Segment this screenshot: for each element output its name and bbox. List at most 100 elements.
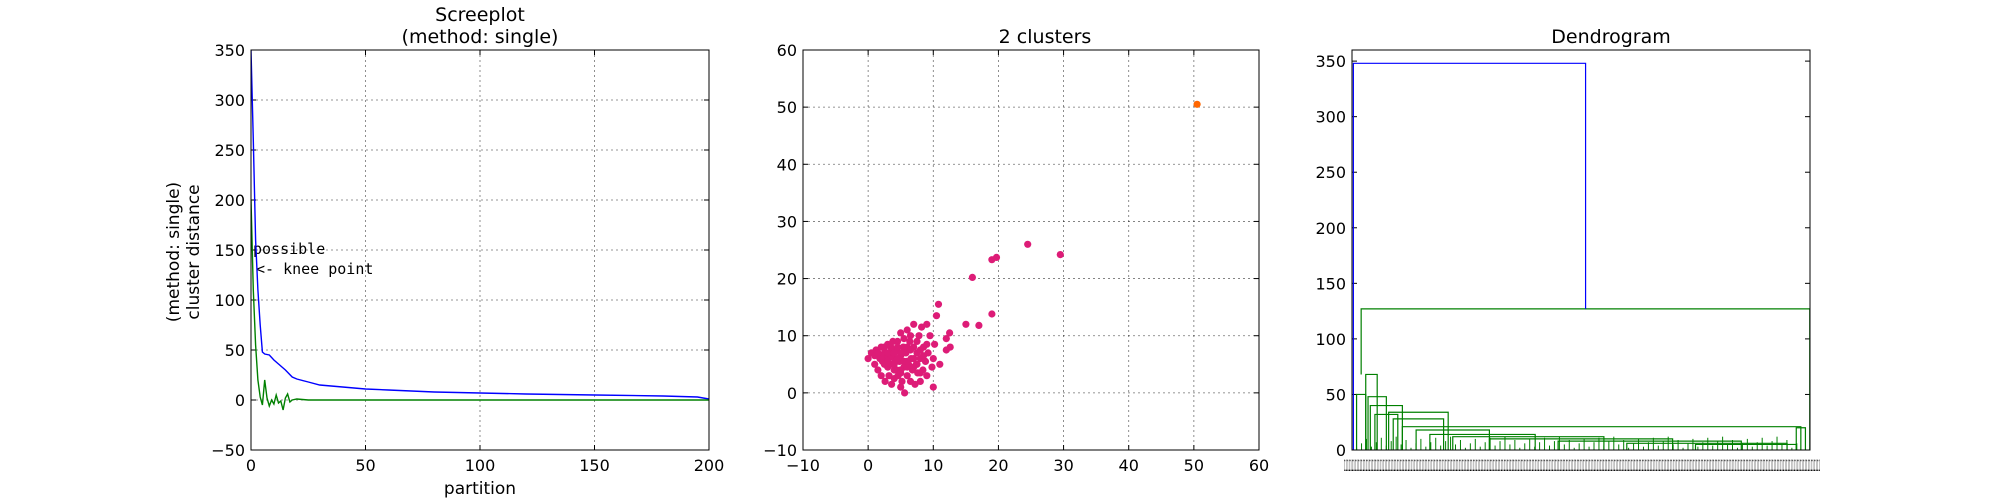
screeplot-ytick-label: 350 <box>214 41 245 60</box>
scatter-point-cluster-1 <box>864 355 872 363</box>
scatter-point-cluster-1 <box>877 372 885 380</box>
dendrogram-ytick-label: 0 <box>1336 441 1346 460</box>
scatter-point-cluster-1 <box>946 329 954 337</box>
scatter-ytick-label: −10 <box>763 441 797 460</box>
scatter-xtick-label: 20 <box>988 456 1008 475</box>
scatter-point-cluster-1 <box>893 343 902 351</box>
scatter-point-cluster-1 <box>890 360 898 368</box>
scatter-ytick-label: 30 <box>777 212 797 231</box>
knee-annotation-line2: <- knee point <box>256 260 373 278</box>
scatter-point-cluster-1 <box>890 349 898 357</box>
scatter-point-cluster-1 <box>934 300 943 308</box>
scatter-point-cluster-1 <box>903 372 911 380</box>
scatter-point-cluster-1 <box>932 312 941 320</box>
scatter-point-cluster-1 <box>897 369 905 377</box>
screeplot-ytick-label: 100 <box>214 291 245 310</box>
scatter-xtick-label: 60 <box>1249 456 1269 475</box>
screeplot-title: Screeplot <box>435 4 525 26</box>
scatter-point-cluster-1 <box>901 389 909 397</box>
scatter-point-cluster-1 <box>1024 240 1032 248</box>
dendrogram-link <box>1367 396 1387 450</box>
dendrogram-title: Dendrogram <box>1551 26 1670 48</box>
scatter-ytick-label: 40 <box>777 155 797 174</box>
dendrogram-link <box>1401 426 1802 450</box>
scatter-point-cluster-1 <box>915 332 923 340</box>
dendrogram-ytick-label: 350 <box>1315 52 1346 71</box>
screeplot-xtick-label: 100 <box>465 456 496 475</box>
scatter-point-cluster-1 <box>910 320 918 328</box>
scatter-point-cluster-1 <box>968 273 977 281</box>
scatter-point-cluster-1 <box>942 335 950 343</box>
screeplot-xtick-label: 200 <box>694 456 725 475</box>
dendrogram-link <box>1795 427 1807 450</box>
scatter-point-cluster-1 <box>874 349 882 357</box>
scatter-point-cluster-1 <box>906 346 915 354</box>
scatter-xtick-label: 10 <box>923 456 943 475</box>
scatter-point-cluster-1 <box>874 366 882 374</box>
screeplot-ytick-label: 150 <box>214 241 245 260</box>
dendrogram-ytick-label: 250 <box>1315 163 1346 182</box>
scatter-point-cluster-1 <box>900 335 908 343</box>
dendrogram-link <box>1355 393 1367 450</box>
scatter-point-cluster-1 <box>936 360 944 368</box>
scatter-point-cluster-2 <box>1193 100 1201 108</box>
scatter-point-cluster-1 <box>916 346 924 354</box>
scatter-point-cluster-1 <box>988 310 996 318</box>
scatter-point-cluster-1 <box>890 366 898 374</box>
scatter-point-cluster-1 <box>884 349 892 357</box>
screeplot-ytick-label: 250 <box>214 141 245 160</box>
scatter-point-cluster-1 <box>893 355 902 363</box>
scatter-point-cluster-1 <box>893 337 902 345</box>
scatter-point-cluster-1 <box>919 352 928 360</box>
scatter-ytick-label: 10 <box>777 327 797 346</box>
dendrogram-ytick-label: 300 <box>1315 108 1346 127</box>
dendrogram-frame <box>1351 49 1811 451</box>
dendrogram-leaf-labels: 1111111111111111111111111111111111111111… <box>1344 456 1820 475</box>
scatter-point-cluster-1 <box>916 377 924 385</box>
scatter-ytick-label: 50 <box>777 98 797 117</box>
scatter-ytick-label: 60 <box>777 41 797 60</box>
scatter-xtick-label: 30 <box>1053 456 1073 475</box>
scatter-point-cluster-1 <box>910 363 918 371</box>
dendrogram-link <box>1429 433 1536 450</box>
scatter-title: 2 clusters <box>999 26 1092 48</box>
scatter-point-cluster-1 <box>897 383 905 391</box>
scatter-point-cluster-1 <box>887 343 895 351</box>
scatter-point-cluster-1 <box>897 349 905 357</box>
scatter-point-cluster-1 <box>926 332 934 340</box>
dendrogram-link <box>1388 411 1449 450</box>
scatter-point-cluster-1 <box>992 253 1001 261</box>
scatter-point-cluster-1 <box>962 320 970 328</box>
scatter-point-cluster-1 <box>911 380 919 388</box>
scatter-point-cluster-1 <box>1056 251 1064 259</box>
scatter-point-cluster-1 <box>898 377 906 385</box>
scatter-xtick-label: 0 <box>863 456 873 475</box>
scatter-frame <box>802 49 1260 451</box>
scatter-point-cluster-1 <box>884 357 892 365</box>
knee-annotation-line1: possible <box>253 240 325 258</box>
dendrogram-top-blue-link <box>1352 62 1587 450</box>
scatter-point-cluster-1 <box>923 372 931 380</box>
dendrogram-main-green-link <box>1360 308 1811 450</box>
scatter-point-cluster-1 <box>913 337 921 345</box>
scatter-point-cluster-1 <box>929 383 937 391</box>
scatter-point-cluster-1 <box>880 343 889 351</box>
scatter-point-cluster-1 <box>931 340 939 348</box>
scatter-point-cluster-1 <box>906 337 914 345</box>
cluster-scatter-panel: 2 clusters −10 0 10 20 30 40 50 60 −10 0 10 20 30 40 5… <box>763 26 1269 475</box>
screeplot-frame <box>250 49 710 451</box>
scatter-point-cluster-1 <box>916 369 924 377</box>
dendrogram-link <box>1488 438 1674 450</box>
scatter-point-cluster-1 <box>946 343 954 351</box>
scatter-ytick-label: 0 <box>787 384 797 403</box>
screeplot-ytick-label: 200 <box>214 191 245 210</box>
scatter-point-cluster-1 <box>923 340 931 348</box>
dendrogram-ytick-label: 50 <box>1326 385 1346 404</box>
scatter-point-cluster-1 <box>923 320 931 328</box>
dendrogram-link <box>1694 443 1797 450</box>
scatter-ytick-label: 20 <box>777 270 797 289</box>
scatter-point-cluster-1 <box>903 326 911 334</box>
dendrogram-link <box>1374 413 1399 450</box>
screeplot-ylabel-line2: cluster distance <box>184 184 204 319</box>
